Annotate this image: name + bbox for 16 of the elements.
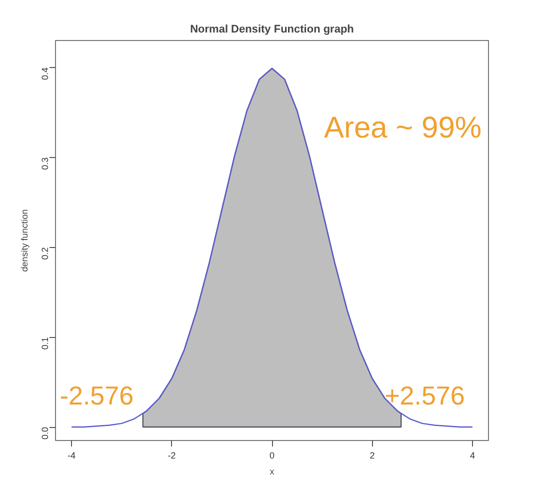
y-tick-label: 0.3 xyxy=(40,157,50,170)
annotation: Area ~ 99% xyxy=(324,112,482,144)
y-tick-label: 0.0 xyxy=(40,427,50,440)
x-tick-label: -2 xyxy=(168,450,176,460)
y-tick-label: 0.4 xyxy=(40,67,50,80)
x-tick-label: 2 xyxy=(370,450,375,460)
y-tick-label: 0.2 xyxy=(40,247,50,260)
x-tick-label: -4 xyxy=(68,450,76,460)
x-tick-label: 0 xyxy=(269,450,275,460)
y-tick-label: 0.1 xyxy=(40,337,50,350)
y-axis-title: density function xyxy=(20,209,30,272)
annotation: +2.576 xyxy=(384,380,465,410)
chart-title: Normal Density Function graph xyxy=(190,24,354,36)
x-axis-title: x xyxy=(270,466,275,476)
x-tick-label: 4 xyxy=(470,450,475,460)
annotation: -2.576 xyxy=(60,380,134,410)
